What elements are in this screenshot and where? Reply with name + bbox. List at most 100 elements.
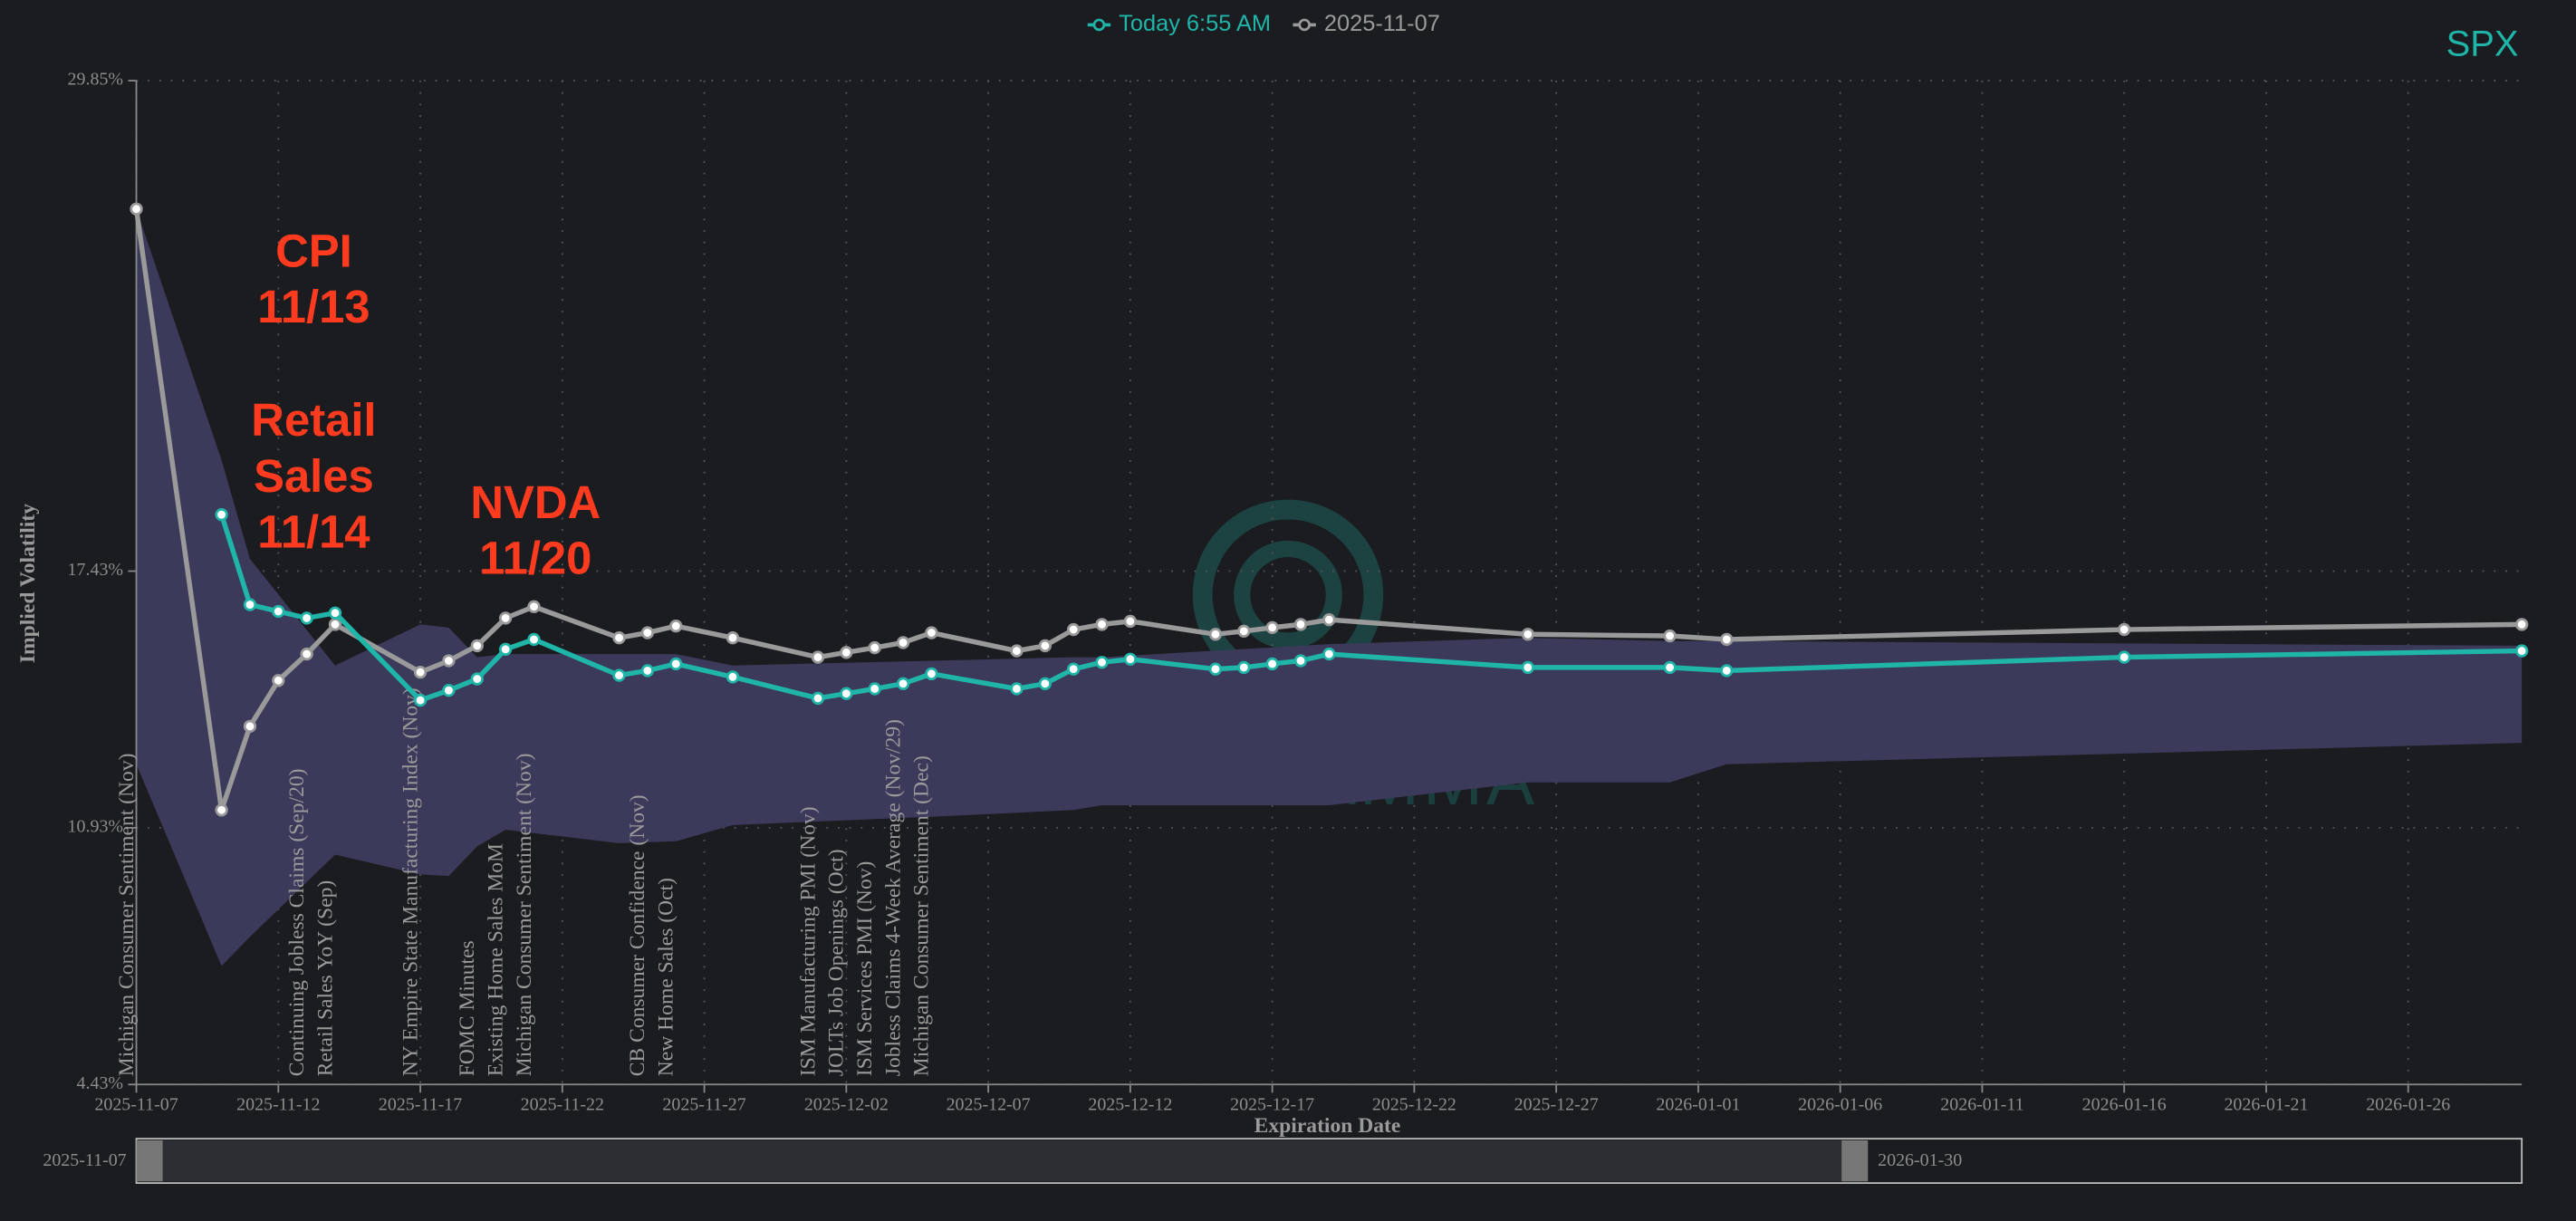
x-tick-label: 2025-12-12: [1088, 1094, 1172, 1114]
x-tick-label: 2025-12-27: [1514, 1094, 1599, 1114]
slider-handle[interactable]: [1841, 1139, 1869, 1182]
event-label: Existing Home Sales MoM: [484, 843, 507, 1076]
data-point: [925, 626, 938, 639]
data-point: [1663, 660, 1677, 675]
y-axis-title: Implied Volatility: [16, 504, 40, 663]
data-point: [840, 646, 853, 659]
annotation-line: 11/13: [257, 281, 370, 332]
data-point: [470, 672, 484, 686]
data-point: [612, 631, 626, 645]
data-point: [896, 677, 910, 690]
data-point: [1123, 652, 1138, 666]
event-label: FOMC Minutes: [456, 940, 479, 1076]
x-tick-label: 2026-01-21: [2224, 1094, 2308, 1114]
data-point: [1067, 662, 1081, 676]
slider-start-label: 2025-11-07: [43, 1150, 126, 1170]
data-point: [2118, 650, 2131, 664]
annotation-line: 11/20: [479, 533, 591, 584]
data-point: [1237, 660, 1251, 675]
x-tick-label: 2025-12-22: [1372, 1094, 1456, 1114]
legend-label: 2025-11-07: [1324, 11, 1440, 36]
y-tick-label: 10.93%: [68, 816, 123, 836]
data-point: [1208, 662, 1223, 676]
x-tick-label: 2026-01-06: [1798, 1094, 1882, 1114]
data-point: [442, 654, 456, 668]
annotation: CPI 11/13: [257, 226, 370, 333]
event-label: Michigan Consumer Sentiment (Nov): [513, 754, 536, 1077]
data-point: [498, 642, 513, 657]
data-point: [1237, 624, 1251, 638]
data-point: [215, 803, 228, 817]
data-point: [1293, 618, 1308, 631]
data-point: [1067, 622, 1081, 637]
annotation-line: NVDA: [470, 476, 601, 528]
data-point: [726, 631, 740, 645]
event-label: Continuing Jobless Claims (Sep/20): [285, 769, 309, 1077]
data-point: [1123, 614, 1138, 629]
data-point: [811, 691, 825, 706]
slider-selection: [149, 1139, 1855, 1182]
data-point: [669, 657, 683, 671]
symbol: SPX: [2446, 24, 2519, 64]
data-point: [1720, 632, 1734, 647]
legend-marker: [1298, 18, 1311, 32]
data-point: [498, 611, 513, 625]
event-label: NY Empire State Manufacturing Index (Nov…: [399, 687, 422, 1076]
data-point: [1663, 629, 1677, 643]
event-label: ISM Manufacturing PMI (Nov): [796, 806, 820, 1076]
data-point: [1208, 628, 1223, 641]
data-point: [1293, 654, 1308, 668]
data-point: [527, 600, 541, 613]
data-point: [640, 626, 655, 639]
data-point: [1521, 628, 1534, 641]
data-point: [840, 687, 853, 700]
data-point: [612, 668, 626, 682]
data-point: [328, 618, 342, 631]
data-point: [1521, 660, 1534, 675]
data-point: [413, 665, 428, 679]
data-point: [1095, 618, 1109, 631]
x-tick-label: 2026-01-01: [1656, 1094, 1740, 1114]
event-label: ISM Services PMI (Nov): [853, 861, 877, 1077]
data-point: [1010, 682, 1024, 696]
annotation: NVDA 11/20: [470, 476, 601, 584]
data-point: [272, 674, 285, 687]
legend: Today 6:55 AM 2025-11-07: [1087, 11, 1440, 36]
data-point: [2118, 622, 2131, 637]
legend-marker: [1092, 18, 1106, 32]
annotation: Retail Sales 11/14: [251, 395, 376, 558]
data-point: [811, 650, 825, 664]
data-point: [2514, 618, 2529, 631]
data-point: [413, 693, 428, 707]
x-tick-label: 2026-01-11: [1940, 1094, 2023, 1114]
data-point: [1265, 620, 1279, 635]
data-point: [1095, 656, 1109, 669]
data-point: [300, 647, 313, 661]
data-point: [726, 670, 740, 684]
y-tick-label: 4.43%: [77, 1073, 123, 1093]
data-point: [300, 611, 313, 625]
data-point: [243, 598, 257, 611]
data-point: [925, 667, 938, 681]
x-tick-label: 2025-11-07: [94, 1094, 178, 1114]
data-point: [243, 719, 257, 734]
range-band: [136, 208, 2523, 966]
data-point: [868, 640, 881, 655]
data-point: [868, 682, 881, 696]
data-point: [896, 636, 910, 649]
event-label: Jobless Claims 4-Week Average (Nov/29): [881, 719, 905, 1076]
data-point: [669, 619, 683, 633]
x-tick-label: 2025-12-07: [947, 1094, 1031, 1114]
slider-end-label: 2026-01-30: [1878, 1150, 1962, 1170]
x-tick-label: 2025-11-17: [379, 1094, 462, 1114]
x-tick-label: 2025-11-27: [662, 1094, 745, 1114]
range-slider[interactable]: 2025-11-07 2026-01-30: [43, 1138, 2523, 1185]
event-label: Michigan Consumer Sentiment (Nov): [115, 754, 139, 1077]
x-tick-label: 2025-12-17: [1230, 1094, 1314, 1114]
data-point: [1010, 644, 1024, 658]
data-point: [215, 508, 228, 522]
data-point: [442, 684, 456, 697]
annotation-line: Sales: [254, 450, 374, 502]
slider-handle[interactable]: [136, 1139, 163, 1182]
